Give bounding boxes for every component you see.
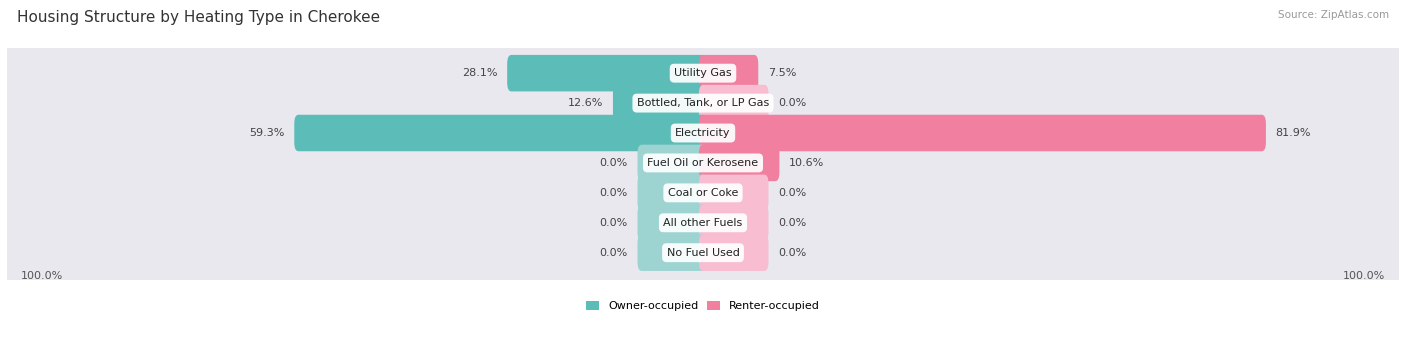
FancyBboxPatch shape (699, 205, 769, 241)
Text: Bottled, Tank, or LP Gas: Bottled, Tank, or LP Gas (637, 98, 769, 108)
FancyBboxPatch shape (0, 45, 1406, 102)
Text: 0.0%: 0.0% (600, 218, 628, 228)
Text: Utility Gas: Utility Gas (675, 68, 731, 78)
FancyBboxPatch shape (294, 115, 707, 151)
Text: 7.5%: 7.5% (768, 68, 796, 78)
FancyBboxPatch shape (0, 134, 1406, 191)
Text: 100.0%: 100.0% (21, 271, 63, 281)
FancyBboxPatch shape (0, 224, 1406, 281)
FancyBboxPatch shape (0, 75, 1406, 132)
Text: 0.0%: 0.0% (778, 188, 806, 198)
Text: 0.0%: 0.0% (778, 248, 806, 258)
Text: 28.1%: 28.1% (463, 68, 498, 78)
Text: 0.0%: 0.0% (600, 158, 628, 168)
Text: 0.0%: 0.0% (600, 248, 628, 258)
FancyBboxPatch shape (637, 235, 707, 271)
FancyBboxPatch shape (508, 55, 707, 91)
FancyBboxPatch shape (699, 115, 1265, 151)
FancyBboxPatch shape (637, 145, 707, 181)
Text: Fuel Oil or Kerosene: Fuel Oil or Kerosene (647, 158, 759, 168)
FancyBboxPatch shape (0, 164, 1406, 221)
Text: 0.0%: 0.0% (778, 98, 806, 108)
FancyBboxPatch shape (637, 175, 707, 211)
Text: 59.3%: 59.3% (249, 128, 285, 138)
FancyBboxPatch shape (699, 85, 769, 121)
Text: 10.6%: 10.6% (789, 158, 824, 168)
Text: All other Fuels: All other Fuels (664, 218, 742, 228)
FancyBboxPatch shape (0, 194, 1406, 251)
FancyBboxPatch shape (699, 145, 779, 181)
Text: Coal or Coke: Coal or Coke (668, 188, 738, 198)
FancyBboxPatch shape (0, 105, 1406, 161)
Legend: Owner-occupied, Renter-occupied: Owner-occupied, Renter-occupied (581, 297, 825, 316)
Text: 81.9%: 81.9% (1275, 128, 1310, 138)
FancyBboxPatch shape (699, 55, 758, 91)
Text: Source: ZipAtlas.com: Source: ZipAtlas.com (1278, 10, 1389, 20)
Text: 12.6%: 12.6% (568, 98, 603, 108)
Text: 100.0%: 100.0% (1343, 271, 1385, 281)
FancyBboxPatch shape (699, 235, 769, 271)
Text: Housing Structure by Heating Type in Cherokee: Housing Structure by Heating Type in Che… (17, 10, 380, 25)
Text: Electricity: Electricity (675, 128, 731, 138)
FancyBboxPatch shape (637, 205, 707, 241)
Text: No Fuel Used: No Fuel Used (666, 248, 740, 258)
FancyBboxPatch shape (613, 85, 707, 121)
Text: 0.0%: 0.0% (600, 188, 628, 198)
FancyBboxPatch shape (699, 175, 769, 211)
Text: 0.0%: 0.0% (778, 218, 806, 228)
